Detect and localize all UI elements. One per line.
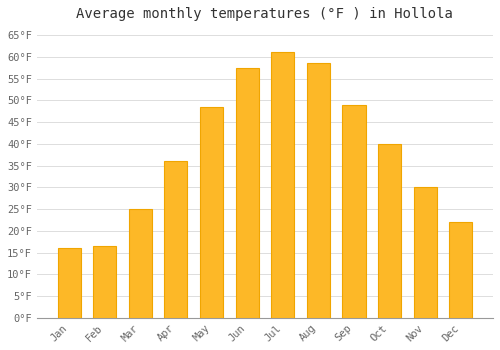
Bar: [342, 105, 365, 318]
Bar: [93, 246, 116, 318]
Bar: [449, 222, 472, 318]
Bar: [307, 63, 330, 318]
Bar: [236, 68, 258, 318]
Bar: [164, 161, 188, 318]
Bar: [414, 187, 436, 318]
Bar: [378, 144, 401, 318]
Bar: [58, 248, 80, 318]
Bar: [271, 52, 294, 318]
Bar: [200, 107, 223, 318]
Title: Average monthly temperatures (°F ) in Hollola: Average monthly temperatures (°F ) in Ho…: [76, 7, 454, 21]
Bar: [128, 209, 152, 318]
